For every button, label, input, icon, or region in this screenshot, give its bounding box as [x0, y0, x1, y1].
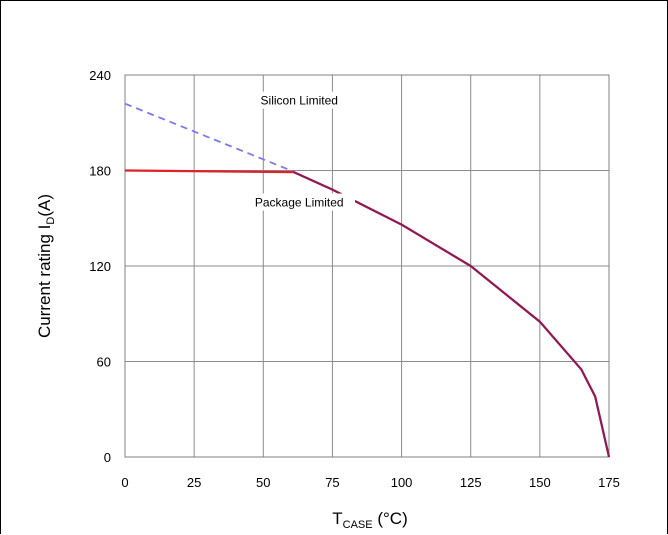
y-tick-label: 120 [89, 259, 111, 274]
x-tick-label: 175 [598, 475, 620, 490]
x-tick-label: 75 [325, 475, 339, 490]
y-tick-labels: 0 60 120 180 240 [89, 68, 111, 465]
x-tick-label: 150 [529, 475, 551, 490]
x-tick-label: 0 [121, 475, 128, 490]
y-tick-label: 0 [104, 450, 111, 465]
x-tick-label: 125 [460, 475, 482, 490]
silicon-limited-line [124, 102, 610, 458]
overlap-curve [293, 171, 610, 458]
annotation-bg-1 [243, 193, 355, 211]
y-tick-label: 240 [89, 68, 111, 83]
x-tick-label: 25 [187, 475, 201, 490]
series-lines [124, 102, 611, 458]
plot-area-border [124, 74, 610, 458]
y-tick-label: 180 [89, 164, 111, 179]
x-tick-labels: 0 25 50 75 100 125 150 175 [121, 475, 619, 490]
y-axis-title: Current rating ID(A) [35, 194, 57, 338]
y-tick-label: 60 [97, 355, 111, 370]
annotation-label: Package Limited [255, 196, 344, 210]
annotations: Silicon Limited Package Limited [243, 91, 355, 211]
annotation-bg-0 [243, 91, 355, 109]
x-tick-label: 50 [256, 475, 270, 490]
annotation-label: Silicon Limited [261, 94, 338, 108]
x-tick-label: 100 [391, 475, 413, 490]
package-limited-line [124, 169, 611, 458]
x-axis-title: TCASE (°C) [332, 509, 407, 531]
